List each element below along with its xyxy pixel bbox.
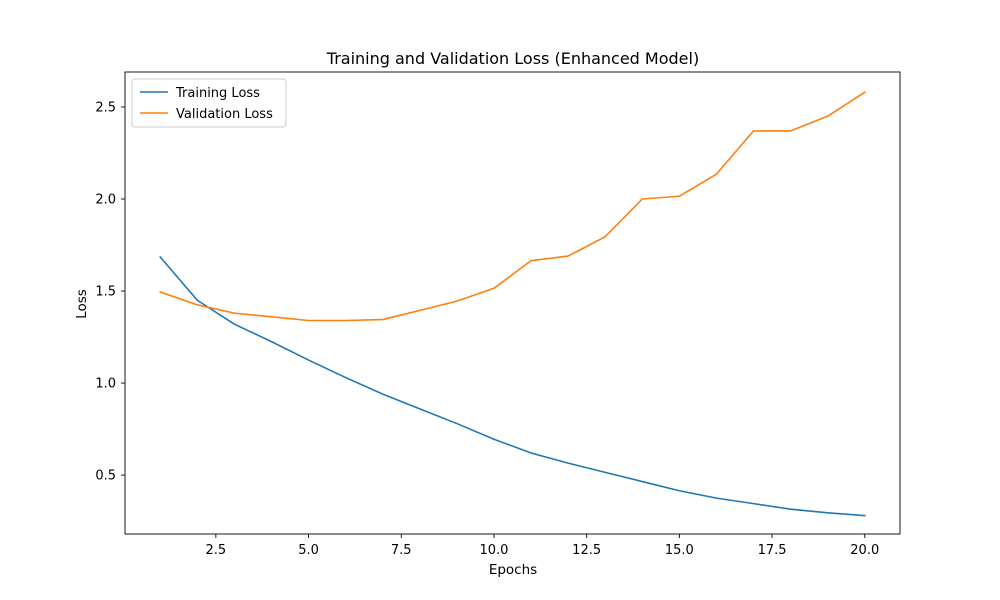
chart-title: Training and Validation Loss (Enhanced M… — [326, 49, 699, 68]
legend-box — [131, 78, 287, 128]
x-tick-label: 2.5 — [206, 543, 227, 558]
y-tick-label: 0.5 — [95, 469, 116, 484]
axes-frame — [124, 71, 901, 535]
y-tick-label: 1.5 — [95, 285, 116, 300]
series-line-training-loss — [159, 255, 866, 517]
y-tick-label: 1.0 — [95, 377, 116, 392]
x-tick-label: 7.5 — [391, 543, 412, 558]
x-tick-label: 20.0 — [850, 543, 879, 558]
y-tick-label: 2.0 — [95, 193, 116, 208]
series-line-validation-loss — [159, 91, 866, 322]
x-tick-label: 10.0 — [479, 543, 508, 558]
legend-label: Validation Loss — [176, 107, 273, 122]
x-tick-label: 15.0 — [665, 543, 694, 558]
legend: Training Loss Validation Loss — [131, 78, 287, 128]
x-tick-label: 17.5 — [758, 543, 787, 558]
y-tick-label: 2.5 — [95, 100, 116, 115]
y-axis-label: Loss — [74, 289, 90, 319]
legend-label: Training Loss — [175, 86, 260, 101]
x-tick-label: 12.5 — [572, 543, 601, 558]
x-tick-label: 5.0 — [298, 543, 319, 558]
plot-area: 2.5 5.0 7.5 10.0 12.5 15.0 17.5 20.0 0.5 1.0 1.5 2.… — [95, 71, 901, 558]
x-axis-label: Epochs — [489, 562, 537, 578]
